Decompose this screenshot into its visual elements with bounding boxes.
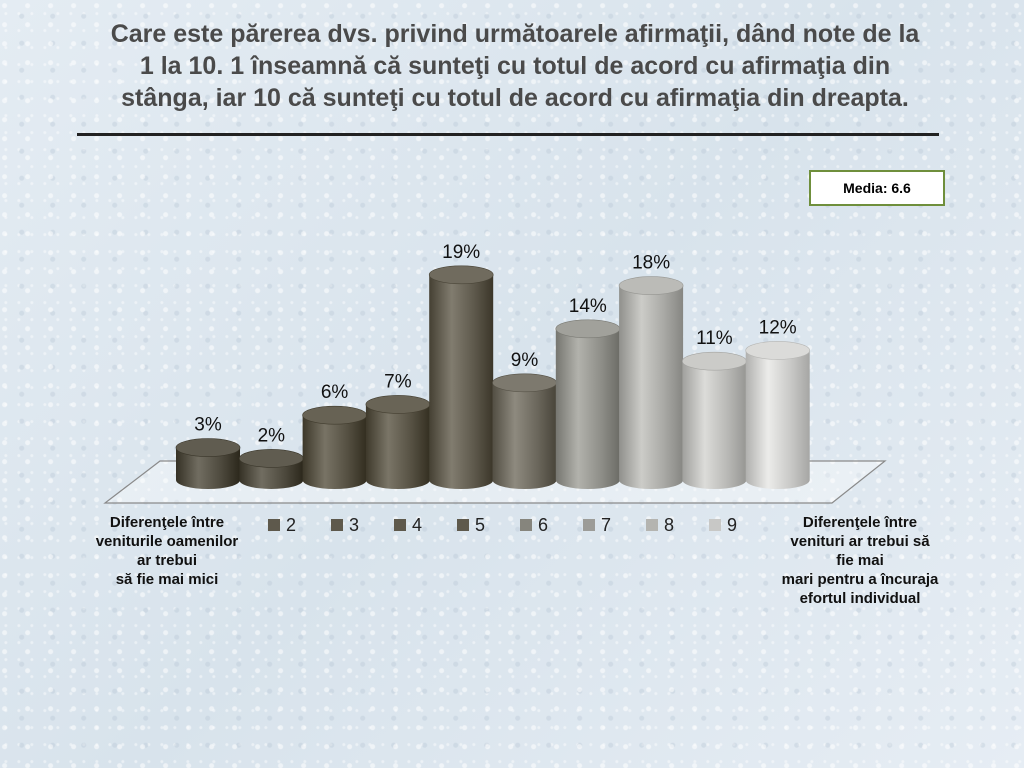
bar-3 [302, 405, 367, 489]
value-label: 3% [194, 415, 222, 436]
bar-top [302, 405, 367, 425]
legend-label: 5 [475, 514, 486, 535]
right-statement-line: fie mai [836, 552, 884, 569]
bar-5 [428, 265, 494, 489]
legend-item: 7 [583, 515, 646, 536]
legend-label: 2 [286, 514, 297, 535]
left-statement-line: veniturile oamenilor [95, 533, 239, 550]
legend-item: 9 [709, 515, 772, 536]
legend-item: 5 [457, 515, 520, 536]
bar-top [492, 373, 557, 393]
bar-top [618, 276, 684, 295]
bar-2 [238, 449, 304, 489]
legend-item: 3 [331, 515, 394, 536]
legend-swatch [457, 519, 469, 531]
title-line-3: stânga, iar 10 că sunteţi cu totul de ac… [121, 84, 909, 112]
legend-label: 9 [727, 514, 738, 535]
bar-body [745, 350, 810, 489]
bar-body [555, 328, 620, 489]
bar-body [176, 447, 240, 489]
value-label: 12% [759, 317, 797, 338]
title-line-2: 1 la 10. 1 înseamnă că sunteţi cu totul … [139, 52, 891, 80]
bar-top [175, 438, 241, 457]
page-title: Care este părerea dvs. privind următoare… [40, 18, 990, 114]
value-label: 9% [511, 350, 539, 371]
bar-body [365, 404, 430, 489]
legend-swatch [709, 519, 721, 531]
right-statement-line: efortul individual [799, 590, 921, 607]
bar-7 [555, 319, 621, 489]
bar-group [175, 265, 811, 489]
bar-8 [618, 276, 684, 489]
title-line-1: Care este părerea dvs. privind următoare… [110, 20, 920, 48]
bar-body [302, 415, 367, 489]
left-statement-line: Diferenţele între [109, 514, 225, 531]
legend-item: 2 [268, 515, 331, 536]
bar-top [365, 395, 431, 414]
title-divider [77, 133, 939, 136]
left-statement: Diferenţele între veniturile oamenilor a… [62, 513, 272, 589]
legend-label: 7 [601, 514, 612, 535]
value-label-group: 3% 2% 6% 7% 19% 9% 14% 18% 11% 12% [194, 242, 797, 447]
bar-top [428, 265, 494, 285]
legend-label: 3 [349, 514, 360, 535]
value-label: 18% [632, 253, 670, 274]
left-statement-line: să fie mai mici [115, 571, 219, 588]
bar-body [429, 274, 494, 489]
legend-swatch [268, 519, 280, 531]
bar-top [682, 351, 747, 371]
bar-6 [492, 373, 557, 489]
legend-label: 8 [664, 514, 675, 535]
legend-swatch [646, 519, 658, 531]
value-label: 14% [569, 296, 607, 317]
legend-item: 4 [394, 515, 457, 536]
right-statement-line: mari pentru a încuraja [781, 571, 939, 588]
legend-swatch [331, 519, 343, 531]
value-label: 11% [696, 328, 733, 349]
mean-score-box: Media: 6.6 [809, 170, 945, 206]
bar-1 [175, 438, 241, 489]
left-statement-line: ar trebui [136, 552, 197, 569]
legend-label: 4 [412, 514, 423, 535]
bar-top [555, 319, 621, 339]
right-statement: Diferenţele între venituri ar trebui să … [745, 513, 975, 608]
bar-body [619, 285, 684, 489]
value-label: 7% [384, 371, 412, 392]
value-label: 19% [442, 242, 480, 263]
bar-4 [365, 395, 431, 489]
chart-legend: 2 3 4 5 6 7 8 9 [268, 514, 772, 536]
mean-score-label: Media: 6.6 [843, 180, 911, 196]
bar-top [745, 341, 811, 360]
bar-10 [745, 341, 811, 489]
right-statement-line: venituri ar trebui să [790, 533, 930, 550]
legend-swatch [583, 519, 595, 531]
bar-9 [682, 351, 747, 489]
legend-swatch [520, 519, 532, 531]
legend-item: 6 [520, 515, 583, 536]
bar-body [682, 361, 747, 489]
legend-label: 6 [538, 514, 549, 535]
value-label: 6% [321, 382, 349, 403]
legend-item: 8 [646, 515, 709, 536]
right-statement-line: Diferenţele între [802, 514, 918, 531]
bar-body [492, 382, 557, 489]
bar-top [238, 449, 304, 468]
legend-swatch [394, 519, 406, 531]
value-label: 2% [258, 425, 286, 446]
